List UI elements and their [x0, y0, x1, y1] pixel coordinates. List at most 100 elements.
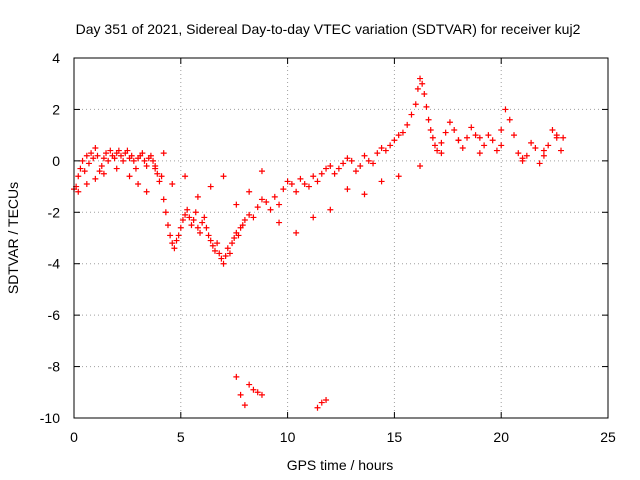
- data-points: [71, 75, 567, 411]
- x-tick-label: 10: [280, 429, 296, 445]
- data-point: [348, 157, 355, 164]
- data-point: [220, 173, 227, 180]
- data-point: [246, 188, 253, 195]
- data-point: [395, 132, 402, 139]
- data-point: [229, 240, 236, 247]
- data-point: [327, 163, 334, 169]
- data-point: [395, 173, 402, 180]
- data-point: [408, 111, 415, 118]
- y-tick-label: -10: [40, 410, 60, 426]
- data-point: [284, 178, 291, 185]
- data-point: [90, 155, 97, 162]
- data-point: [77, 165, 84, 172]
- data-point: [468, 124, 475, 131]
- data-point: [442, 129, 449, 136]
- data-point: [451, 127, 458, 133]
- data-point: [141, 157, 148, 164]
- data-point: [100, 170, 107, 177]
- data-point: [511, 132, 518, 139]
- data-point: [378, 145, 385, 151]
- data-point: [160, 196, 167, 203]
- data-point: [167, 232, 174, 239]
- data-point: [314, 178, 321, 185]
- data-point: [323, 397, 330, 403]
- data-point: [154, 170, 161, 177]
- data-point: [502, 106, 509, 113]
- data-point: [192, 209, 199, 216]
- data-point: [150, 157, 157, 164]
- y-axis-label: SDTVAR / TECUs: [5, 182, 21, 294]
- data-point: [523, 152, 530, 159]
- data-point: [201, 214, 208, 221]
- data-point: [143, 163, 150, 169]
- data-point: [237, 391, 244, 398]
- x-tick-label: 0: [70, 429, 78, 445]
- data-point: [515, 150, 522, 157]
- data-point: [111, 155, 118, 162]
- data-point: [175, 232, 182, 239]
- y-tick-label: -4: [48, 256, 61, 272]
- data-point: [241, 217, 248, 223]
- data-point: [476, 150, 483, 157]
- data-point: [472, 132, 479, 139]
- data-point: [188, 222, 195, 229]
- data-point: [226, 250, 233, 257]
- data-point: [288, 181, 295, 187]
- data-point: [532, 145, 539, 151]
- data-point: [179, 217, 186, 223]
- data-point: [455, 137, 462, 144]
- data-point: [75, 173, 82, 180]
- data-point: [344, 155, 351, 162]
- data-point: [528, 139, 535, 146]
- data-point: [276, 219, 283, 226]
- data-point: [519, 157, 526, 164]
- data-point: [267, 206, 274, 213]
- data-point: [107, 147, 114, 154]
- y-tick-label: 0: [52, 153, 60, 169]
- data-point: [105, 157, 112, 164]
- data-point: [258, 391, 265, 398]
- data-point: [203, 224, 210, 231]
- data-point: [92, 145, 99, 151]
- y-tick-label: -2: [48, 204, 61, 220]
- data-point: [560, 134, 567, 141]
- data-point: [498, 127, 505, 133]
- data-point: [92, 175, 99, 182]
- data-point: [297, 175, 304, 182]
- data-point: [387, 142, 394, 149]
- data-point: [421, 91, 428, 97]
- data-point: [318, 399, 325, 406]
- data-point: [222, 253, 229, 259]
- data-point: [96, 168, 103, 175]
- data-point: [485, 132, 492, 139]
- data-point: [558, 147, 565, 154]
- data-point: [156, 178, 163, 185]
- data-point: [254, 389, 261, 396]
- data-point: [132, 165, 139, 172]
- data-point: [553, 132, 560, 139]
- data-point: [207, 183, 214, 190]
- data-point: [382, 147, 389, 154]
- data-point: [241, 402, 248, 409]
- data-point: [81, 168, 88, 175]
- data-point: [186, 214, 193, 221]
- data-point: [399, 129, 406, 136]
- data-point: [323, 165, 330, 172]
- data-point: [216, 250, 223, 257]
- data-point: [147, 152, 154, 159]
- data-point: [235, 232, 242, 239]
- data-point: [85, 160, 92, 167]
- data-point: [173, 237, 180, 244]
- data-point: [489, 137, 496, 144]
- data-point: [171, 245, 178, 252]
- data-point: [258, 196, 265, 203]
- data-point: [263, 199, 270, 205]
- data-point: [540, 152, 547, 159]
- data-point: [197, 229, 204, 236]
- data-point: [327, 206, 334, 213]
- data-point: [391, 137, 398, 144]
- data-point: [370, 160, 377, 167]
- data-point: [160, 150, 167, 157]
- data-point: [271, 193, 278, 200]
